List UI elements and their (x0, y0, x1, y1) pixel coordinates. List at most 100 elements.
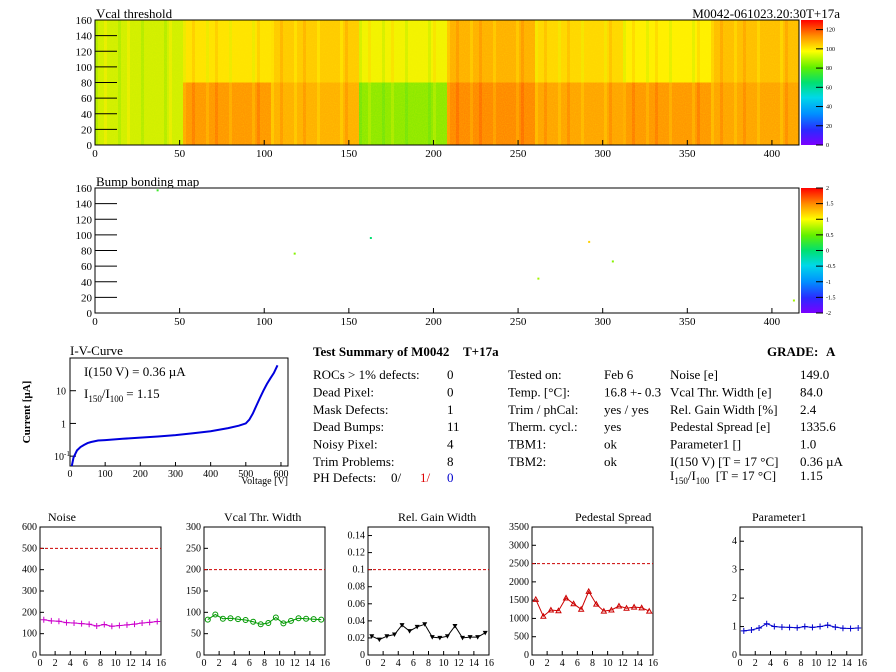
y-tick-label: 500 (514, 632, 529, 643)
y-tick-label: 140 (76, 199, 93, 211)
x-tick-label: 4 (560, 658, 565, 669)
y-tick-label: 2 (732, 593, 737, 604)
summary-value: 8 (447, 454, 454, 469)
summary-value: yes / yes (604, 402, 649, 417)
x-tick-label: 200 (425, 316, 442, 328)
x-tick-label: 400 (764, 316, 781, 328)
bump-defect-point (588, 240, 591, 243)
palette-tick-label: 60 (826, 85, 832, 91)
data-point (608, 606, 615, 613)
x-tick-label: 10 (439, 658, 449, 669)
summary-title: Test Summary of M0042 (313, 344, 449, 359)
x-tick-label: 6 (411, 658, 416, 669)
x-tick-label: 12 (827, 658, 837, 669)
x-tick-label: 0 (92, 148, 98, 160)
data-point (265, 620, 272, 626)
summary-label: TBM2: (508, 454, 546, 469)
data-point (318, 616, 325, 623)
x-tick-label: 350 (679, 316, 696, 328)
summary-tag: T+17a (463, 344, 499, 359)
summary-label: Noisy Pixel: (313, 437, 378, 452)
summary-value: 11 (447, 419, 460, 434)
x-tick-label: 12 (618, 658, 628, 669)
y-tick-label: 120 (76, 46, 93, 58)
y-tick-label: 200 (186, 565, 201, 576)
y-tick-label: 0 (196, 650, 201, 661)
palette-tick-label: -1 (826, 280, 831, 286)
x-tick-label: 4 (68, 658, 73, 669)
x-tick-label: 16 (648, 658, 658, 669)
data-point (295, 615, 302, 622)
x-tick-label: 150 (341, 316, 358, 328)
x-tick-label: 14 (633, 658, 643, 669)
roc-chart-title: Pedestal Spread (575, 510, 651, 524)
ratio-row-value: 1.15 (800, 468, 823, 483)
y-tick-label: 160 (76, 15, 93, 27)
y-tick-label: 600 (22, 522, 37, 533)
summary-value: ok (604, 437, 618, 452)
x-tick-label: 300 (594, 148, 611, 160)
y-tick-label: 0.14 (348, 531, 366, 542)
data-point (123, 621, 130, 628)
data-point (63, 619, 70, 626)
data-point (444, 634, 450, 639)
x-tick-label: 250 (510, 148, 527, 160)
summary-value: 0.36 µA (800, 454, 843, 469)
vcal-threshold-map: Vcal threshold M0042-061023.20:30T+17a 0… (76, 6, 841, 160)
x-tick-label: 300 (594, 316, 611, 328)
summary-value: 84.0 (800, 384, 823, 399)
summary-defects-column: ROCs > 1% defects: 0 Dead Pixel: 0 Mask Defe… (313, 367, 460, 469)
bump-defect-point (537, 277, 540, 280)
palette-tick-label: -2 (826, 311, 831, 317)
data-point (786, 624, 793, 631)
x-tick-label: 6 (83, 658, 88, 669)
y-tick-label: 20 (81, 292, 93, 304)
data-point (287, 617, 294, 624)
summary-label: Noise [e] (670, 367, 718, 382)
bump-map-frame (94, 187, 800, 314)
data-point (532, 595, 540, 602)
summary-label: Parameter1 [] (670, 437, 741, 452)
data-point (250, 618, 257, 625)
x-tick-label: 16 (156, 658, 166, 669)
data-point (482, 630, 488, 636)
data-point (219, 615, 226, 622)
data-point (146, 619, 153, 626)
y-tick-label: 40 (81, 109, 93, 121)
summary-label: Trim Problems: (313, 454, 395, 469)
x-tick-label: 10 (275, 658, 285, 669)
series-line (743, 623, 859, 632)
y-tick-label: 0.04 (348, 616, 366, 627)
data-point (771, 623, 778, 630)
grade-label: GRADE: (767, 344, 818, 359)
y-tick-label: 60 (81, 93, 93, 105)
palette-tick-label: 100 (826, 47, 835, 53)
roc-chart-frame (39, 526, 162, 656)
data-point (452, 623, 458, 629)
x-tick-label: 8 (799, 658, 804, 669)
palette-tick-label: 40 (826, 105, 832, 111)
y-tick-label: 80 (81, 78, 93, 90)
summary-label: Therm. cycl.: (508, 419, 578, 434)
palette-tick-label: 1 (826, 217, 829, 223)
x-tick-label: 0 (38, 658, 43, 669)
ph-defects-label: PH Defects: (313, 470, 376, 485)
iv-xlabel: Voltage [V] (241, 476, 288, 487)
bump-axes: 0 50 100 150 200 250 300 350 400 0 20 40 60 80 100 120 1… (76, 183, 781, 328)
summary-label: Vcal Thr. Width [e] (670, 384, 772, 399)
iv-x-tick-label: 100 (98, 469, 113, 480)
roc-chart-frame (531, 526, 654, 656)
y-tick-label: 0 (87, 140, 93, 152)
summary-label: Temp. [°C]: (508, 384, 570, 399)
roc-chart-title: Noise (48, 510, 76, 524)
iv-x-tick-label: 600 (273, 469, 288, 480)
data-point (645, 607, 653, 614)
y-tick-label: 0.1 (353, 565, 366, 576)
y-tick-label: 0.12 (348, 548, 366, 559)
data-point (280, 620, 287, 627)
iv-x-tick-label: 400 (203, 469, 218, 480)
data-point (832, 624, 839, 631)
data-point (778, 624, 785, 631)
